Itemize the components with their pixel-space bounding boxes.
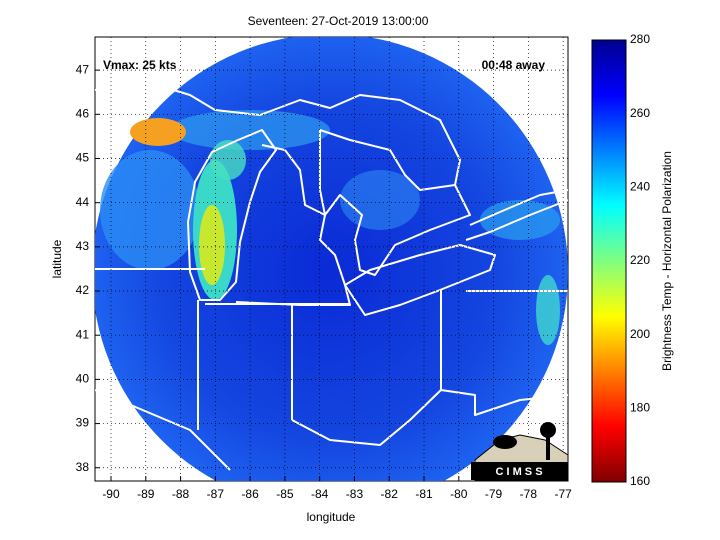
swath-blob (210, 140, 246, 180)
annotation: Vmax: 25 kts (103, 58, 177, 72)
coastline (465, 189, 568, 241)
logo-text: C I M S S (495, 466, 542, 478)
x-tick-label: -83 (346, 487, 364, 501)
coastline (95, 79, 461, 186)
colorbar-tick-label: 220 (630, 253, 650, 267)
axes: -90 -89 -88 -87 -86 -85 -84 -83 -82 -81 -80 -79 -78 -… (76, 32, 651, 501)
y-tick-label: 44 (76, 195, 90, 209)
x-tick-label: -80 (450, 487, 468, 501)
colorbar-tick-label: 260 (630, 106, 650, 120)
swath-blob (536, 275, 560, 345)
y-tick-label: 43 (76, 239, 90, 253)
colorbar-tick-label: 200 (630, 327, 650, 341)
annotation: 00:48 away (482, 58, 546, 72)
x-tick-label: -84 (311, 487, 329, 501)
x-tick-label: -77 (554, 487, 572, 501)
x-tick-label: -81 (415, 487, 433, 501)
y-tick-label: 46 (76, 106, 90, 120)
x-tick-label: -85 (276, 487, 294, 501)
y-axis-label: latitude (50, 239, 64, 278)
swath-disk (95, 37, 568, 481)
y-tick-label: 42 (76, 283, 90, 297)
colorbar-tick-label: 280 (630, 32, 650, 46)
map (95, 37, 568, 481)
colorbar-label: Brightness Temp - Horizontal Polarizatio… (660, 151, 674, 371)
colorbar-tick-label: 160 (630, 474, 650, 488)
y-tick-label: 38 (76, 460, 90, 474)
colorbar (591, 39, 627, 483)
y-tick-label: 40 (76, 372, 90, 386)
logo: C I M S S (471, 422, 569, 481)
y-tick-label: 41 (76, 327, 90, 341)
coastline (319, 129, 471, 276)
swath-blob (199, 205, 225, 285)
swath-blob (340, 170, 420, 230)
swath-blob (130, 118, 186, 146)
x-tick-label: -90 (102, 487, 120, 501)
x-tick-label: -82 (381, 487, 399, 501)
colorbar-tick-label: 180 (630, 401, 650, 415)
x-tick-label: -89 (137, 487, 155, 501)
y-tick-label: 39 (76, 416, 90, 430)
chart-title: Seventeen: 27-Oct-2019 13:00:00 (248, 14, 429, 28)
y-tick-label: 45 (76, 151, 90, 165)
coastline (187, 129, 277, 301)
x-tick-label: -86 (241, 487, 259, 501)
x-tick-label: -87 (207, 487, 225, 501)
swath-blob (100, 150, 200, 270)
y-tick-label: 47 (76, 62, 90, 76)
x-axis-label: longitude (307, 510, 356, 524)
coastline (344, 244, 496, 316)
state-border (95, 268, 568, 471)
x-tick-label: -88 (172, 487, 190, 501)
x-tick-label: -79 (485, 487, 503, 501)
x-tick-label: -78 (520, 487, 538, 501)
colorbar-tick-label: 240 (630, 180, 650, 194)
